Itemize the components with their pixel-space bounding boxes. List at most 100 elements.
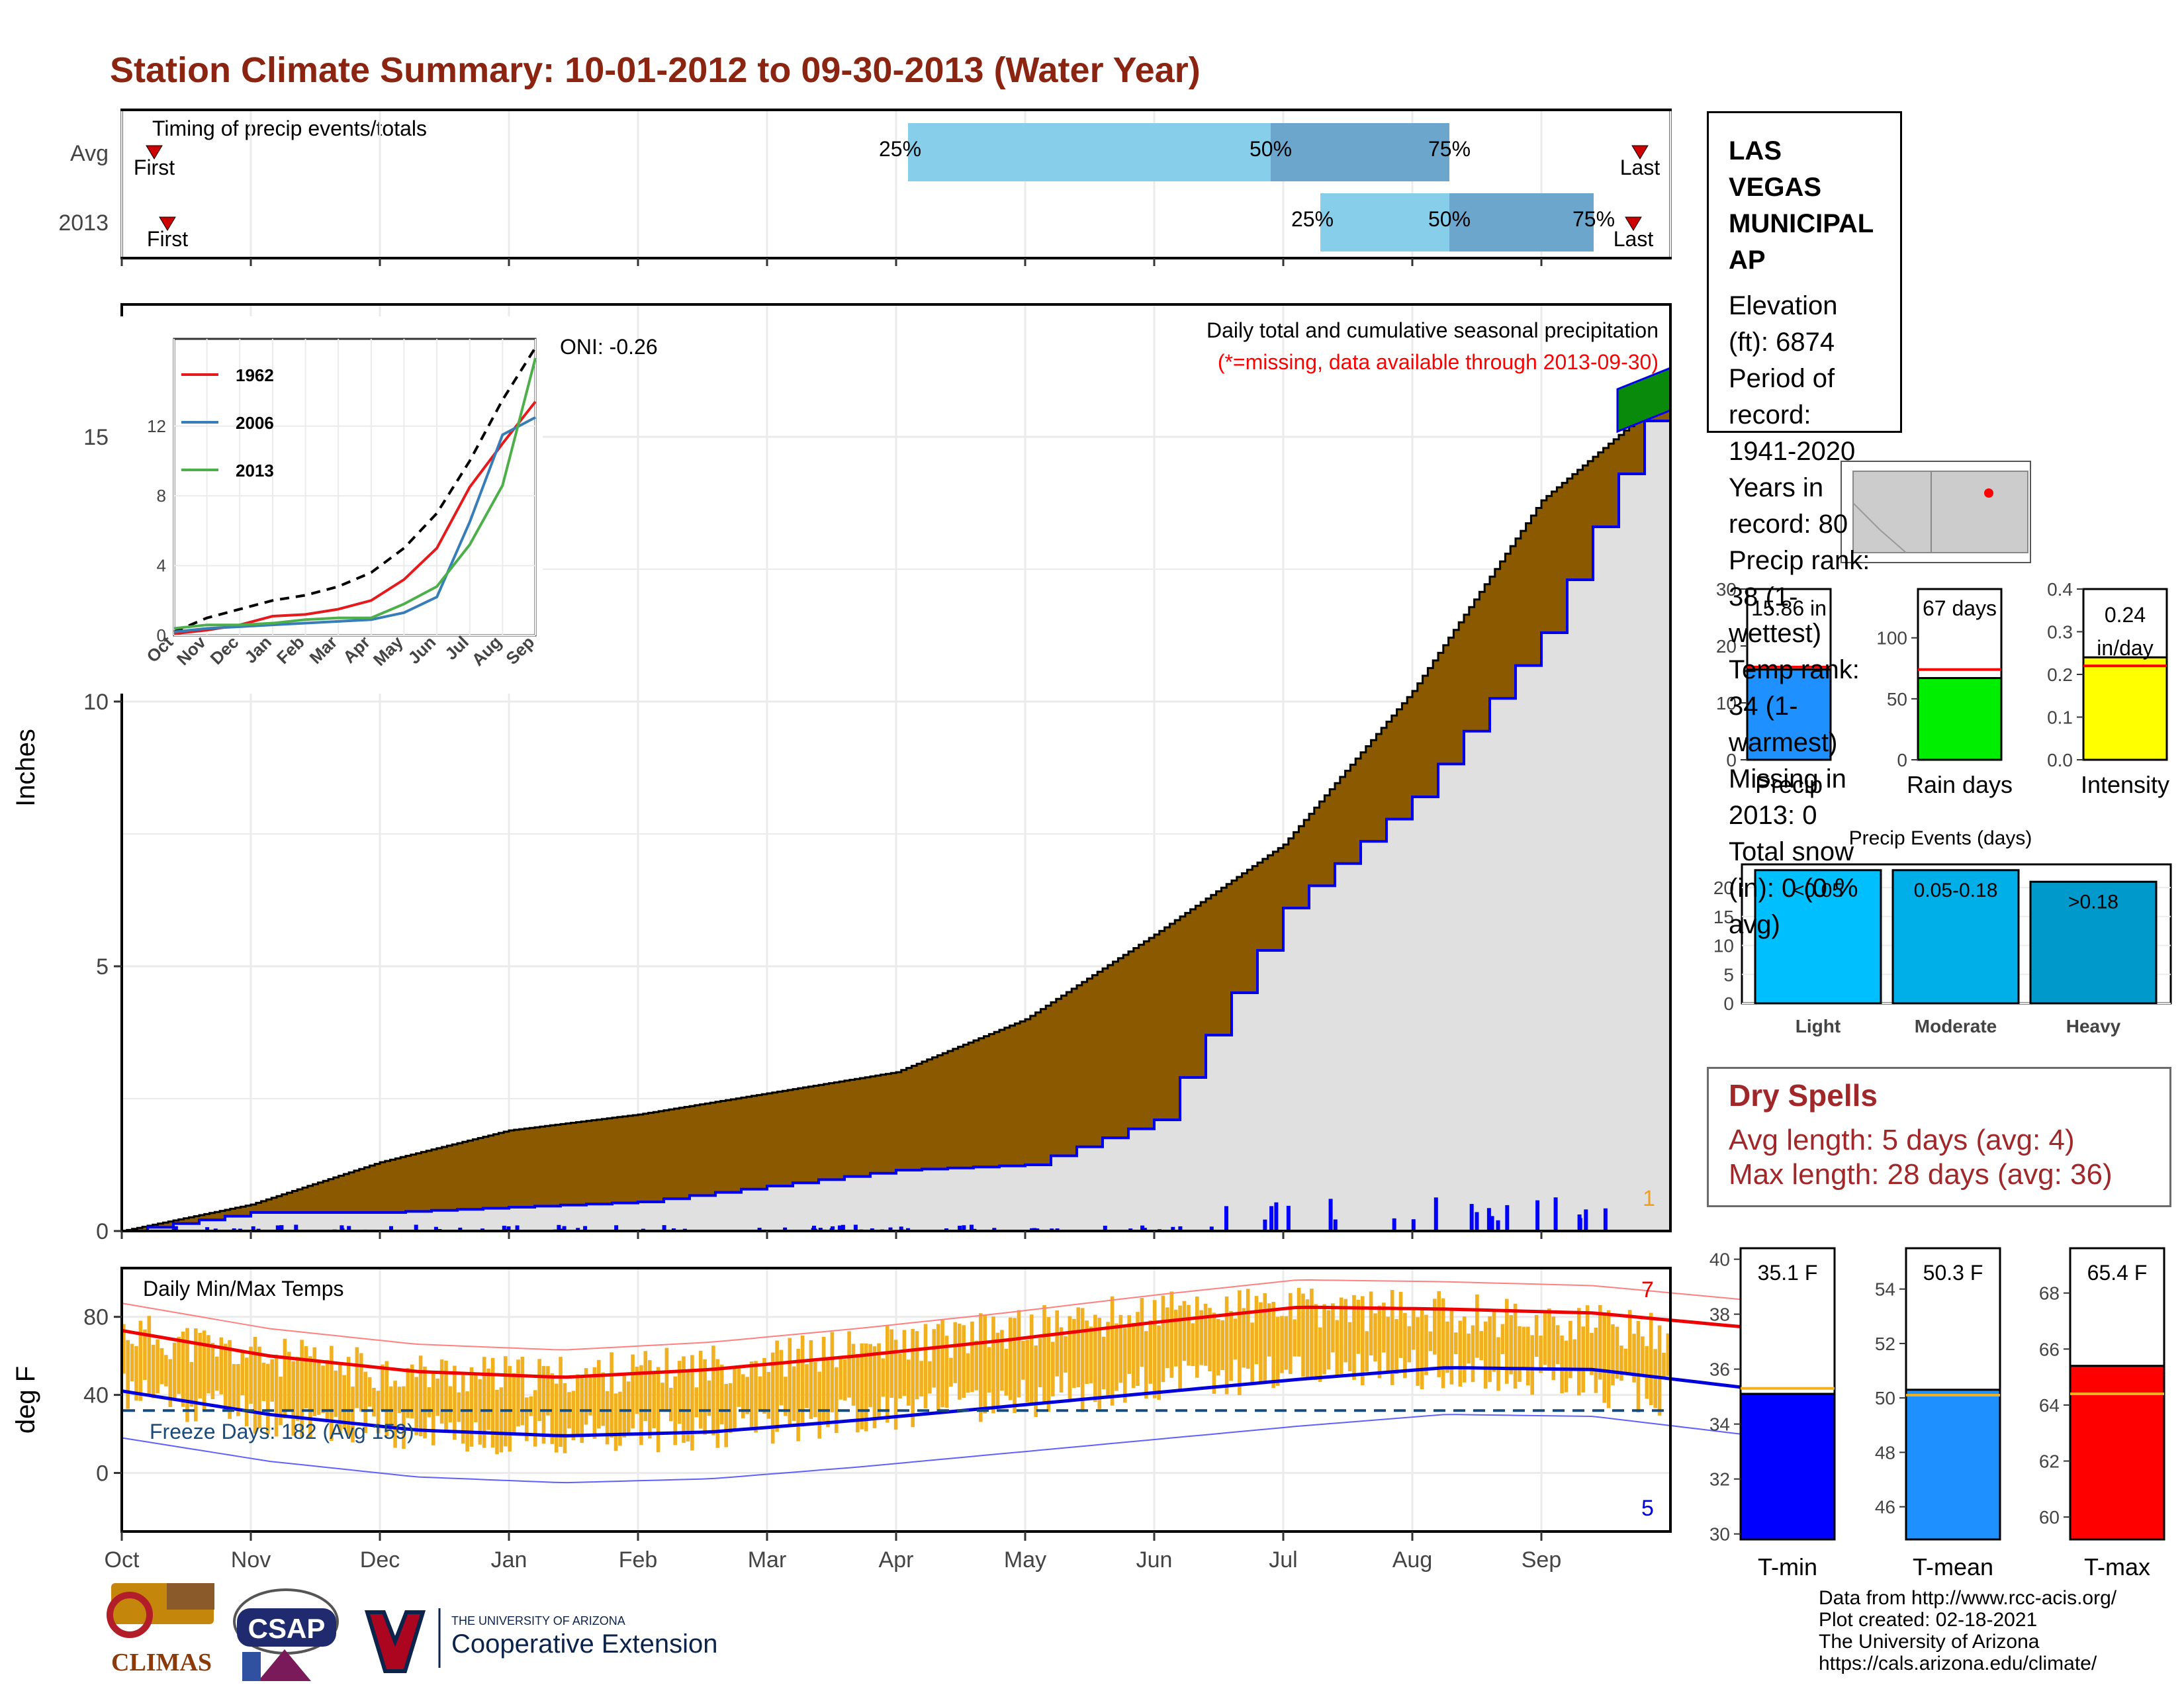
daily-temp-range [368, 1377, 372, 1407]
daily-temp-range [1484, 1322, 1488, 1389]
summary-bar-tick: 0.4 [2047, 579, 2073, 600]
month-label: Jan [491, 1547, 527, 1573]
daily-precip-bar [1487, 1208, 1491, 1231]
daily-temp-range [465, 1391, 469, 1451]
daily-temp-range [627, 1381, 631, 1434]
daily-temp-range [758, 1377, 762, 1410]
missing-count: 1 [1643, 1186, 1655, 1211]
daily-temp-range [355, 1348, 359, 1408]
credit-line: https://cals.arizona.edu/climate/ [1819, 1653, 2116, 1674]
ua-small-text: THE UNIVERSITY OF ARIZONA [451, 1614, 625, 1627]
daily-temp-range [270, 1359, 274, 1402]
station-line: Period of record: 1941-2020 [1729, 361, 1880, 470]
daily-temp-range [1115, 1324, 1118, 1391]
daily-temp-range [817, 1372, 821, 1439]
inset-ytick-label: 4 [157, 556, 166, 576]
daily-temp-range [1234, 1318, 1238, 1359]
daily-temp-range [1322, 1304, 1326, 1375]
temp-bar [2070, 1366, 2164, 1539]
inset-legend-label: 1962 [236, 365, 274, 385]
daily-temp-range [572, 1391, 576, 1441]
daily-temp-range [1624, 1349, 1628, 1373]
daily-temp-range [1271, 1302, 1275, 1388]
ua-big-text: Cooperative Extension [451, 1629, 717, 1659]
daily-temp-range [1140, 1298, 1144, 1367]
daily-temp-range [317, 1360, 321, 1415]
daily-temp-range [801, 1336, 805, 1426]
daily-temp-range [130, 1344, 134, 1381]
daily-temp-range [508, 1366, 512, 1451]
daily-temp-range [559, 1357, 563, 1447]
daily-temp-range [1420, 1310, 1424, 1389]
daily-temp-range [1157, 1326, 1161, 1400]
daily-temp-range [1306, 1299, 1310, 1379]
daily-temp-range [435, 1379, 439, 1416]
daily-temp-range [1280, 1316, 1284, 1373]
station-name: LAS VEGAS MUNICIPAL AP [1729, 133, 1880, 279]
daily-precip-bar [1554, 1197, 1558, 1231]
inset-ytick-label: 8 [157, 486, 166, 506]
daily-temp-range [711, 1346, 715, 1435]
temp-data [122, 1280, 1740, 1483]
daily-temp-range [164, 1355, 168, 1387]
daily-precip-bar [1269, 1206, 1273, 1231]
month-label: Sep [1522, 1547, 1562, 1573]
daily-temp-range [478, 1379, 482, 1445]
timing-q75-label: 75% [1572, 207, 1615, 231]
daily-temp-range [1077, 1307, 1081, 1387]
daily-temp-range [979, 1313, 983, 1422]
daily-temp-range [1042, 1305, 1046, 1402]
temp-bar-label: 50.3 F [1923, 1261, 1983, 1285]
daily-temp-range [1183, 1301, 1187, 1361]
daily-temp-range [1480, 1331, 1484, 1360]
daily-temp-range [1581, 1326, 1585, 1393]
daily-temp-range [334, 1371, 338, 1417]
summary-bar-label: in/day [2097, 636, 2153, 660]
daily-temp-range [576, 1375, 580, 1434]
daily-temp-range [1276, 1317, 1280, 1386]
daily-temp-range [724, 1384, 728, 1447]
daily-temp-range [1191, 1323, 1195, 1366]
daily-temp-range [1030, 1314, 1034, 1404]
temp-bar-tick: 48 [1875, 1442, 1895, 1463]
temp-bar [1741, 1394, 1835, 1539]
daily-temp-range [516, 1359, 520, 1426]
daily-temp-range [831, 1332, 835, 1412]
daily-temp-range [1098, 1318, 1102, 1409]
daily-temp-range [991, 1316, 995, 1413]
daily-temp-range [1153, 1300, 1157, 1398]
daily-precip-bar [1535, 1201, 1539, 1231]
daily-temp-range [1021, 1341, 1025, 1380]
daily-temp-range [287, 1352, 291, 1410]
precip-title: Daily total and cumulative seasonal prec… [1206, 318, 1659, 342]
temp-bar-tick: 54 [1875, 1279, 1895, 1300]
daily-temp-range [1310, 1289, 1314, 1377]
daily-temp-range [156, 1340, 159, 1394]
month-label: Jun [1136, 1547, 1173, 1573]
daily-temp-range [1399, 1292, 1403, 1358]
summary-bar-label: 67 days [1923, 596, 1997, 620]
daily-precip-bar [1263, 1220, 1267, 1231]
timing-row-2013: 2013 [58, 210, 109, 236]
daily-temp-range [1017, 1310, 1021, 1397]
daily-temp-range [1454, 1332, 1458, 1354]
station-line: Years in record: 80 [1729, 470, 1880, 543]
daily-temp-range [304, 1346, 308, 1408]
daily-temp-range [975, 1341, 979, 1391]
daily-temp-range [1382, 1303, 1386, 1352]
daily-temp-range [843, 1359, 847, 1400]
daily-temp-range [1165, 1307, 1169, 1368]
daily-temp-range [618, 1392, 622, 1446]
events-bar-label: >0.18 [2068, 891, 2118, 913]
daily-precip-bar [1505, 1205, 1509, 1231]
daily-temp-range [1378, 1306, 1382, 1379]
timing-q50-label: 50% [1250, 137, 1292, 161]
temp-bar-tick: 64 [2039, 1395, 2060, 1416]
daily-temp-range [1416, 1317, 1420, 1386]
daily-temp-range [474, 1374, 478, 1422]
month-label: May [1004, 1547, 1046, 1573]
map-state-east [1931, 471, 2028, 553]
daily-temp-range [601, 1373, 605, 1426]
summary-bar-tick: 0.3 [2047, 622, 2073, 643]
temp-bar-label: 35.1 F [1758, 1261, 1818, 1285]
